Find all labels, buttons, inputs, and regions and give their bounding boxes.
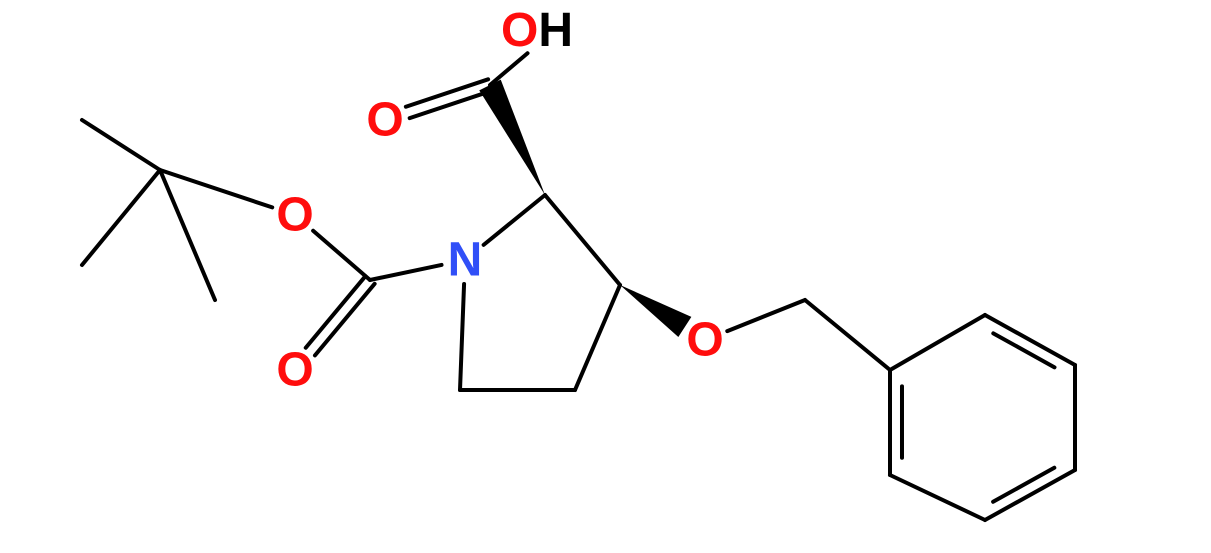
bond bbox=[727, 300, 805, 331]
bond bbox=[805, 300, 890, 370]
atom-o: O bbox=[276, 344, 313, 397]
bond bbox=[985, 315, 1075, 365]
bond bbox=[160, 170, 215, 300]
wedge-bond bbox=[479, 80, 545, 195]
atom-o: OH bbox=[501, 4, 573, 57]
atom-o: O bbox=[276, 189, 313, 242]
bond bbox=[484, 195, 545, 245]
bond bbox=[82, 170, 160, 265]
molecule-canvas: OONOOHO bbox=[0, 0, 1211, 553]
bond bbox=[985, 470, 1075, 520]
bond bbox=[313, 231, 370, 280]
bond bbox=[315, 284, 375, 356]
atom-o: O bbox=[366, 94, 403, 147]
bond bbox=[890, 475, 985, 520]
bond bbox=[545, 195, 620, 285]
atom-o: O bbox=[686, 314, 723, 367]
bond bbox=[460, 284, 464, 390]
bond bbox=[370, 265, 442, 280]
bond bbox=[490, 53, 528, 85]
wedge-bond bbox=[620, 285, 691, 337]
bond bbox=[410, 91, 492, 118]
bonds bbox=[82, 53, 1075, 520]
bond bbox=[890, 315, 985, 370]
bond bbox=[160, 170, 272, 207]
atom-labels: OONOOHO bbox=[276, 4, 723, 397]
bond bbox=[406, 79, 488, 106]
bond bbox=[575, 285, 620, 390]
bond bbox=[306, 276, 366, 348]
bond bbox=[82, 120, 160, 170]
atom-n: N bbox=[448, 234, 483, 287]
